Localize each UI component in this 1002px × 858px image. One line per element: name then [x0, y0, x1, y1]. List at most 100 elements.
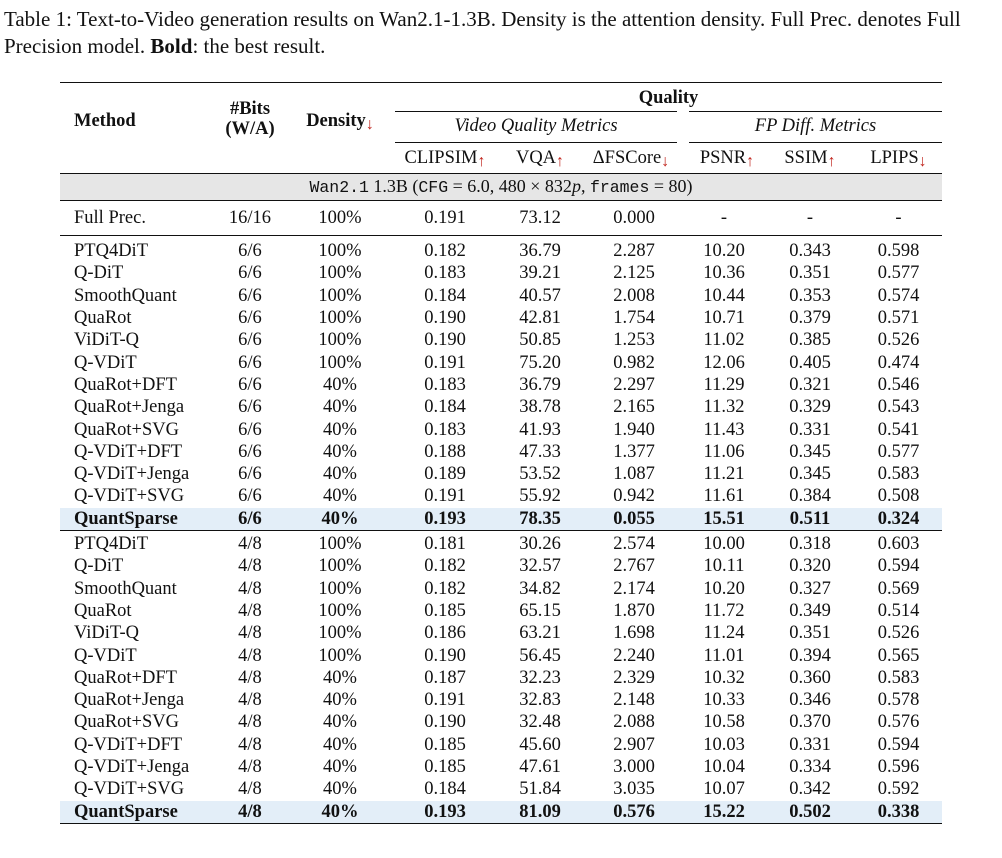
value-cell: 0.541	[877, 419, 920, 440]
config-comma: ,	[580, 175, 590, 196]
value-cell: 73.12	[519, 207, 561, 228]
method-cell: PTQ4DiT	[60, 530, 215, 556]
value-cell: 10.11	[703, 556, 745, 577]
value-cell: 0.190	[424, 330, 466, 351]
value-cell: 4/8	[238, 556, 262, 577]
value-cell: 6/6	[215, 235, 285, 263]
method-cell: SmoothQuant	[74, 578, 177, 599]
value-cell: 6/6	[215, 507, 285, 531]
value-cell: 0.571	[877, 308, 920, 329]
value-cell: 32.48	[519, 712, 561, 733]
table-row: ViDiT-Q 4/8 100% 0.186 63.21 1.698 11.24 0.351 0…	[60, 622, 942, 644]
col-method: Method	[74, 111, 136, 131]
method-cell: Q-VDiT+Jenga	[74, 464, 190, 485]
method-cell: Q-VDiT+Jenga	[74, 757, 190, 778]
config-model-rest: 1.3B (	[368, 175, 419, 196]
value-cell: 0.318	[765, 530, 855, 556]
value-cell: 0.594	[877, 556, 920, 577]
value-cell: 4/8	[215, 530, 285, 556]
table-row: Q-VDiT+DFT 6/6 40% 0.188 47.33 1.377 11.06 0.34…	[60, 441, 942, 463]
value-cell: 0.565	[877, 645, 920, 666]
value-cell: 6/6	[238, 419, 262, 440]
value-cell: 0.982	[613, 352, 655, 373]
value-cell: 0.360	[789, 667, 831, 688]
caption-tail: : the best result.	[192, 34, 326, 58]
value-cell: 11.43	[703, 419, 745, 440]
value-cell: 100%	[318, 263, 362, 284]
value-cell: 1.940	[613, 419, 655, 440]
value-cell: 0.598	[855, 235, 942, 263]
value-cell: 100%	[318, 645, 362, 666]
vqm-label: Video Quality Metrics	[395, 111, 677, 137]
value-cell: 0.577	[877, 441, 920, 462]
value-cell: 0.327	[789, 578, 831, 599]
value-cell: 40%	[323, 667, 357, 688]
value-cell: 0.181	[395, 530, 495, 556]
value-cell: 2.148	[613, 690, 655, 711]
method-cell: PTQ4DiT	[60, 235, 215, 263]
value-cell: 0.331	[789, 734, 831, 755]
value-cell: 10.00	[683, 530, 765, 556]
value-cell: 0.193	[395, 800, 495, 824]
value-cell: 100%	[318, 623, 362, 644]
method-cell: QuaRot	[74, 600, 132, 621]
value-cell: 40%	[323, 464, 357, 485]
value-cell: 32.57	[519, 556, 561, 577]
value-cell: 10.58	[703, 712, 745, 733]
config-p: p	[571, 175, 581, 196]
value-cell: 40%	[323, 374, 357, 395]
value-cell: 6/6	[238, 464, 262, 485]
value-cell: 0.577	[877, 263, 920, 284]
col-vqa: VQA↑	[495, 138, 585, 174]
value-cell: 6/6	[238, 285, 262, 306]
method-cell: QuaRot	[74, 308, 132, 329]
value-cell: 2.008	[613, 285, 655, 306]
value-cell: 0.183	[424, 263, 466, 284]
col-lpips-label: LPIPS	[870, 147, 919, 168]
value-cell: 0.578	[877, 690, 920, 711]
value-cell: 0.184	[424, 779, 466, 800]
table-caption: Table 1: Text-to-Video generation result…	[4, 6, 998, 60]
value-cell: 10.20	[683, 235, 765, 263]
table-header: Method #Bits (W/A) Density↓ Quality Vide…	[60, 82, 942, 174]
value-cell: 4/8	[238, 600, 262, 621]
value-cell: 0.345	[789, 441, 831, 462]
table-row: SmoothQuant 6/6 100% 0.184 40.57 2.008 10.44 0.…	[60, 285, 942, 307]
value-cell: 2.287	[585, 235, 683, 263]
value-cell: 0.603	[855, 530, 942, 556]
value-cell: 2.907	[613, 734, 655, 755]
value-cell: 0.191	[424, 352, 466, 373]
video-quality-metrics-header: Video Quality Metrics	[395, 109, 683, 137]
value-cell: 100%	[318, 556, 362, 577]
value-cell: 40%	[323, 712, 357, 733]
value-cell: 75.20	[519, 352, 561, 373]
value-cell: 0.321	[789, 374, 831, 395]
value-cell: 78.35	[495, 507, 585, 531]
table-row: PTQ4DiT 4/8 100% 0.181 30.26 2.574 10.00 0.318 0…	[60, 530, 942, 556]
value-cell: 16/16	[228, 207, 272, 228]
value-cell: 0.511	[765, 507, 855, 531]
table-row: QuaRot+DFT 6/6 40% 0.183 36.79 2.297 11.29 0.32…	[60, 374, 942, 396]
value-cell: 11.72	[703, 600, 745, 621]
value-cell: 0.190	[424, 645, 466, 666]
value-cell: 0.186	[424, 623, 466, 644]
best-result-row: QuantSparse 6/6 40% 0.193 78.35 0.055 15.51 0.5…	[60, 507, 942, 531]
results-table: Method #Bits (W/A) Density↓ Quality Vide…	[60, 82, 942, 824]
value-cell: 1.870	[613, 600, 655, 621]
method-cell: QuaRot+Jenga	[74, 690, 185, 711]
method-cell: QuaRot+SVG	[74, 419, 179, 440]
value-cell: 40%	[323, 757, 357, 778]
value-cell: 0.324	[855, 507, 942, 531]
table-row: QuaRot 6/6 100% 0.190 42.81 1.754 10.71 0.379 0.…	[60, 307, 942, 329]
method-cell: Full Prec.	[74, 207, 146, 228]
value-cell: 4/8	[238, 667, 262, 688]
table-row: PTQ4DiT 6/6 100% 0.182 36.79 2.287 10.20 0.343 0…	[60, 235, 942, 263]
fpm-label: FP Diff. Metrics	[689, 111, 942, 137]
value-cell: 1.377	[613, 441, 655, 462]
value-cell: 6/6	[238, 352, 262, 373]
fp-diff-metrics-header: FP Diff. Metrics	[683, 109, 942, 137]
value-cell: 10.44	[703, 285, 745, 306]
method-cell: ViDiT-Q	[74, 623, 140, 644]
value-cell: 0.596	[877, 757, 920, 778]
value-cell: 100%	[318, 308, 362, 329]
